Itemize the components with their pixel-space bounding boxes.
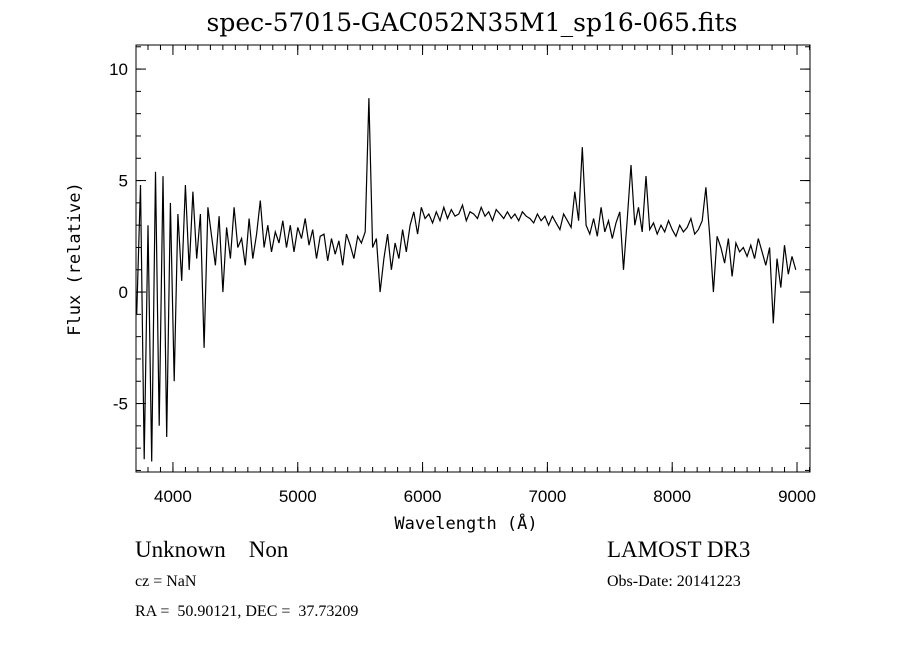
axis-ticks: 4000 5000 6000 7000 8000 9000 -5 0 5 10	[109, 45, 816, 506]
object-class: Unknown Non	[135, 537, 289, 562]
y-tick-label: 0	[119, 283, 128, 302]
flux-series-line	[136, 98, 797, 462]
x-tick-label: 7000	[528, 487, 566, 506]
chart-title: spec-57015-GAC052N35M1_sp16-065.fits	[206, 8, 738, 37]
x-tick-label: 9000	[778, 487, 816, 506]
y-tick-label: 5	[119, 172, 128, 191]
obs-date: Obs-Date: 20141223	[607, 573, 741, 590]
y-tick-label: -5	[113, 395, 128, 414]
plot-frame	[135, 44, 811, 473]
x-tick-label: 8000	[653, 487, 691, 506]
x-tick-label: 4000	[154, 487, 192, 506]
y-tick-label: 10	[109, 60, 128, 79]
survey-label: LAMOST DR3	[607, 537, 751, 562]
redshift-cz: cz = NaN	[135, 573, 197, 590]
y-axis-label: Flux (relative)	[65, 182, 85, 336]
x-tick-label: 5000	[279, 487, 317, 506]
ra-dec: RA = 50.90121, DEC = 37.73209	[135, 603, 359, 620]
x-axis-label: Wavelength (Å)	[394, 512, 537, 534]
x-tick-label: 6000	[404, 487, 442, 506]
